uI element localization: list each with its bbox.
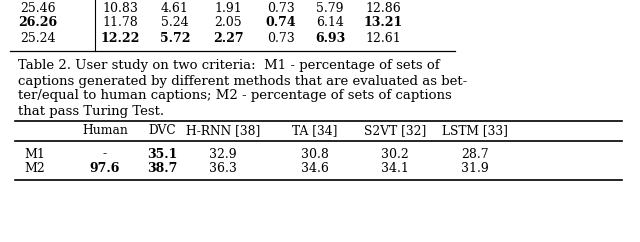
Text: 0.73: 0.73 [267, 32, 295, 45]
Text: 0.74: 0.74 [266, 16, 296, 30]
Text: 31.9: 31.9 [461, 162, 489, 175]
Text: 10.83: 10.83 [102, 1, 138, 15]
Text: LSTM [33]: LSTM [33] [442, 124, 508, 137]
Text: 38.7: 38.7 [147, 162, 177, 175]
Text: 12.22: 12.22 [100, 32, 140, 45]
Text: 6.14: 6.14 [316, 16, 344, 30]
Text: 34.1: 34.1 [381, 162, 409, 175]
Text: 34.6: 34.6 [301, 162, 329, 175]
Text: 5.24: 5.24 [161, 16, 189, 30]
Text: TA [34]: TA [34] [292, 124, 338, 137]
Text: M2: M2 [24, 162, 45, 175]
Text: 5.72: 5.72 [160, 32, 190, 45]
Text: 12.61: 12.61 [365, 32, 401, 45]
Text: 0.73: 0.73 [267, 1, 295, 15]
Text: captions generated by different methods that are evaluated as bet-: captions generated by different methods … [18, 75, 467, 88]
Text: 2.05: 2.05 [214, 16, 242, 30]
Text: S2VT [32]: S2VT [32] [364, 124, 426, 137]
Text: ter/equal to human captions; M2 - percentage of sets of captions: ter/equal to human captions; M2 - percen… [18, 90, 452, 103]
Text: 1.91: 1.91 [214, 1, 242, 15]
Text: 12.86: 12.86 [365, 1, 401, 15]
Text: 97.6: 97.6 [90, 162, 120, 175]
Text: 35.1: 35.1 [147, 148, 177, 160]
Text: 25.24: 25.24 [20, 32, 56, 45]
Text: -: - [103, 148, 107, 160]
Text: 32.9: 32.9 [209, 148, 237, 160]
Text: 2.27: 2.27 [212, 32, 243, 45]
Text: that pass Turing Test.: that pass Turing Test. [18, 105, 164, 118]
Text: 13.21: 13.21 [364, 16, 403, 30]
Text: 4.61: 4.61 [161, 1, 189, 15]
Text: 28.7: 28.7 [461, 148, 489, 160]
Text: 6.93: 6.93 [315, 32, 345, 45]
Text: Human: Human [82, 124, 128, 137]
Text: 30.8: 30.8 [301, 148, 329, 160]
Text: 5.79: 5.79 [316, 1, 344, 15]
Text: 11.78: 11.78 [102, 16, 138, 30]
Text: H-RNN [38]: H-RNN [38] [186, 124, 260, 137]
Text: 36.3: 36.3 [209, 162, 237, 175]
Text: DVC: DVC [148, 124, 176, 137]
Text: 30.2: 30.2 [381, 148, 409, 160]
Text: Table 2. User study on two criteria:  M1 - percentage of sets of: Table 2. User study on two criteria: M1 … [18, 59, 440, 71]
Text: M1: M1 [24, 148, 45, 160]
Text: 26.26: 26.26 [19, 16, 58, 30]
Text: 25.46: 25.46 [20, 1, 56, 15]
